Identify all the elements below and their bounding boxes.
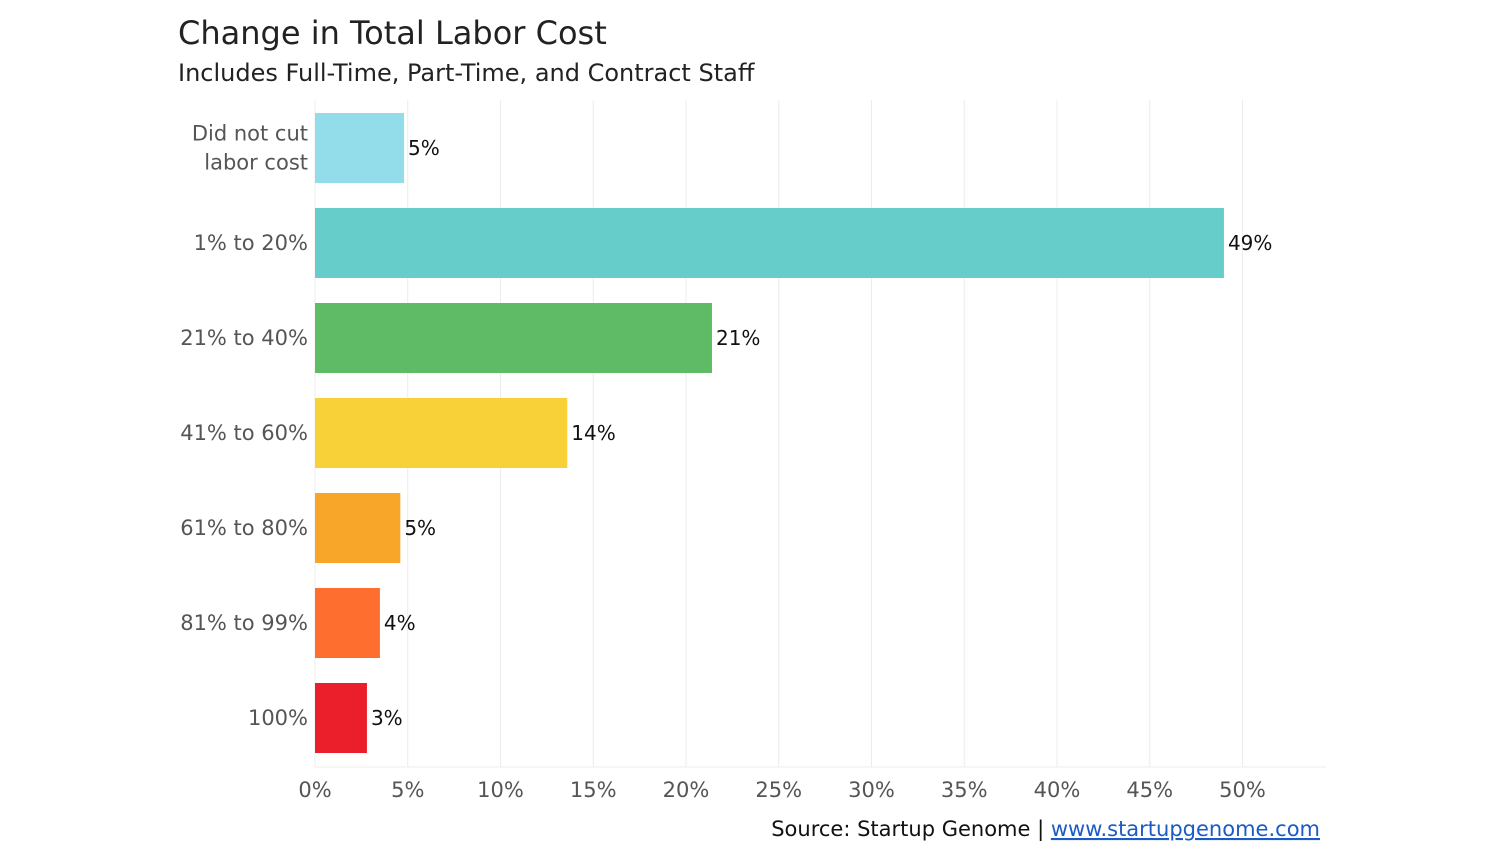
- source-text: Source: Startup Genome |: [771, 817, 1051, 842]
- category-label: 1% to 20%: [194, 231, 308, 255]
- source-line: Source: Startup Genome | www.startupgeno…: [771, 817, 1320, 842]
- bar: [315, 588, 380, 658]
- data-label: 5%: [408, 136, 440, 160]
- bar: [315, 113, 405, 183]
- x-tick-label: 25%: [755, 778, 802, 802]
- category-label: 61% to 80%: [180, 516, 308, 540]
- data-label: 4%: [384, 611, 416, 635]
- x-tick-label: 20%: [663, 778, 710, 802]
- bars: [315, 113, 1224, 753]
- data-label: 14%: [571, 421, 615, 445]
- category-label: 100%: [248, 706, 308, 730]
- x-tick-label: 35%: [941, 778, 988, 802]
- x-tick-label: 30%: [848, 778, 895, 802]
- x-tick-label: 10%: [477, 778, 524, 802]
- chart-subtitle: Includes Full-Time, Part-Time, and Contr…: [178, 59, 755, 87]
- bar: [315, 683, 367, 753]
- x-axis-ticks: 0% 5% 10% 15% 20% 25% 30% 35% 40% 45% 50%: [298, 778, 1266, 802]
- x-tick-label: 40%: [1034, 778, 1081, 802]
- data-label: 5%: [404, 516, 436, 540]
- x-tick-label: 0%: [298, 778, 331, 802]
- category-labels: Did not cut labor cost 1% to 20% 21% to 40%…: [180, 122, 308, 731]
- bar: [315, 303, 712, 373]
- x-tick-label: 50%: [1219, 778, 1266, 802]
- x-tick-label: 15%: [570, 778, 617, 802]
- source-link[interactable]: www.startupgenome.com: [1051, 817, 1320, 841]
- x-tick-label: 5%: [391, 778, 424, 802]
- category-label: 21% to 40%: [180, 326, 308, 350]
- data-label: 21%: [716, 326, 760, 350]
- category-label: 41% to 60%: [180, 421, 308, 445]
- x-tick-label: 45%: [1126, 778, 1173, 802]
- bar: [315, 398, 568, 468]
- data-labels: 5% 49% 21% 14% 5% 4% 3%: [371, 136, 1272, 730]
- bar: [315, 493, 401, 563]
- data-label: 49%: [1228, 231, 1272, 255]
- category-label: Did not cut: [192, 122, 308, 146]
- chart-title: Change in Total Labor Cost: [178, 14, 607, 52]
- category-label: 81% to 99%: [180, 611, 308, 635]
- category-label: labor cost: [204, 151, 308, 175]
- data-label: 3%: [371, 706, 403, 730]
- bar: [315, 208, 1224, 278]
